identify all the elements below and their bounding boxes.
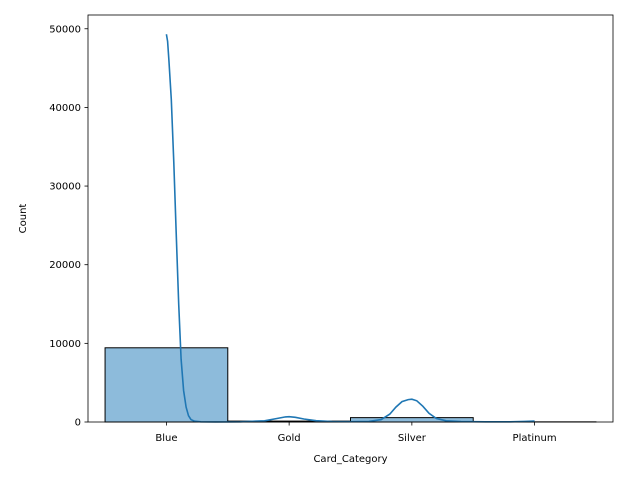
y-tick-label: 20000 — [49, 260, 81, 271]
plot-frame — [87, 14, 614, 423]
y-axis-ticks: 0 10000 20000 30000 40000 50000 — [49, 24, 88, 429]
x-tick-label: Blue — [155, 433, 177, 444]
y-tick-label: 10000 — [49, 339, 81, 350]
y-tick-label: 50000 — [49, 24, 81, 35]
x-axis-ticks: Blue Gold Silver Platinum — [155, 422, 557, 444]
y-tick-label: 30000 — [49, 182, 81, 193]
y-axis-label: Count — [18, 204, 29, 234]
kde-curve — [165, 34, 535, 423]
x-tick-label: Gold — [278, 433, 301, 444]
bar-group — [104, 347, 597, 423]
x-tick-label: Platinum — [513, 433, 557, 444]
y-tick-label: 40000 — [49, 103, 81, 114]
x-axis-label: Card_Category — [313, 454, 387, 465]
x-tick-label: Silver — [398, 433, 427, 444]
y-tick-label: 0 — [75, 418, 81, 429]
bar-blue — [104, 347, 229, 423]
